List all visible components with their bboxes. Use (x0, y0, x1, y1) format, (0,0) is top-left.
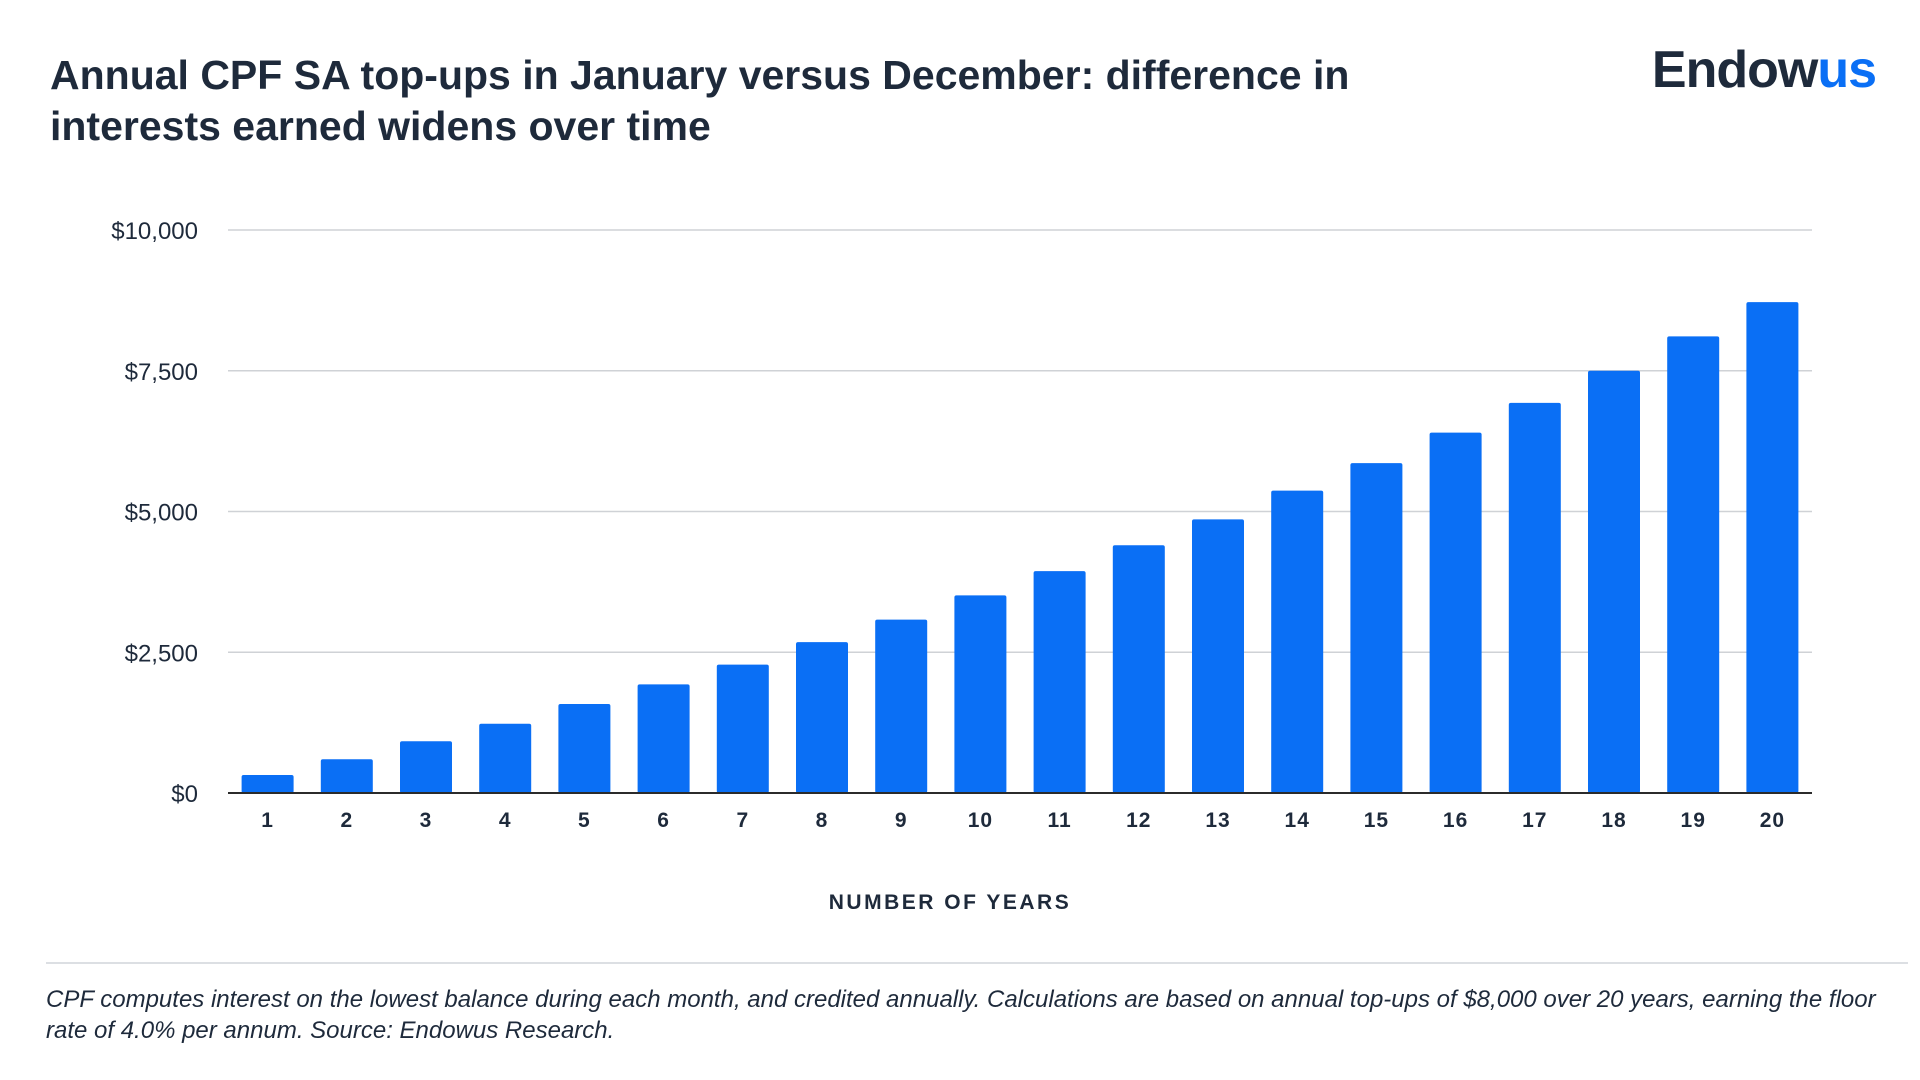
logo-text-accent: us (1817, 41, 1877, 99)
y-tick-label: $2,500 (125, 640, 198, 667)
x-tick-label: 14 (1285, 809, 1310, 832)
bar-year-2 (320, 759, 373, 793)
x-tick-label: 16 (1443, 809, 1468, 832)
x-tick-label: 20 (1760, 809, 1785, 832)
bar-year-1 (241, 774, 294, 793)
endowus-logo: Endowus (1651, 40, 1877, 100)
x-tick-label: 2 (340, 809, 353, 832)
bar-year-13 (1192, 519, 1244, 793)
y-axis-tick-labels: $0 $2,500 $5,000 $7,500 $10,000 (111, 218, 198, 808)
x-tick-label: 15 (1364, 809, 1389, 832)
x-tick-label: 10 (968, 809, 993, 832)
x-tick-label: 12 (1126, 809, 1151, 832)
bar-year-9 (875, 619, 928, 793)
x-tick-label: 8 (816, 809, 829, 832)
x-tick-label: 7 (736, 809, 749, 832)
x-tick-label: 11 (1047, 809, 1071, 832)
divider (46, 962, 1908, 964)
x-tick-label: 18 (1601, 809, 1626, 832)
bar-year-19 (1667, 336, 1720, 793)
y-tick-label: $0 (171, 781, 198, 808)
x-tick-label: 5 (578, 809, 591, 832)
x-tick-label: 3 (420, 809, 433, 832)
bar-year-20 (1746, 302, 1799, 793)
bar-year-8 (796, 642, 848, 793)
bar-year-15 (1350, 463, 1403, 793)
chart-title: Annual CPF SA top-ups in January versus … (50, 52, 1350, 149)
bar-chart: $0$2,500$5,000$7,500$10,000 1 2 3 4 5 6 7 8 9 10 1… (111, 218, 1812, 914)
bar-year-10 (954, 595, 1007, 793)
x-tick-label: 13 (1205, 809, 1230, 832)
x-tick-label: 1 (261, 809, 274, 832)
x-tick-label: 19 (1681, 809, 1706, 832)
bars (241, 302, 1799, 793)
bar-year-12 (1112, 545, 1165, 793)
bar-year-3 (400, 741, 452, 793)
y-tick-label: $7,500 (125, 359, 198, 386)
y-tick-label: $5,000 (125, 500, 198, 527)
x-tick-label: 6 (657, 809, 670, 832)
bar-year-4 (479, 723, 532, 793)
bar-year-7 (716, 664, 769, 793)
bar-year-14 (1271, 490, 1324, 793)
bar-year-18 (1588, 370, 1640, 793)
bar-year-17 (1508, 402, 1561, 793)
x-tick-label: 17 (1522, 809, 1547, 832)
bar-year-5 (558, 704, 611, 793)
gridlines (228, 229, 1812, 653)
x-tick-label: 4 (499, 809, 512, 832)
bar-year-11 (1033, 571, 1086, 793)
x-axis-label: NUMBER OF YEARS (829, 891, 1071, 914)
bar-year-6 (637, 684, 690, 793)
footnote: CPF computes interest on the lowest bala… (46, 986, 1876, 1044)
y-tick-label: $10,000 (111, 218, 198, 245)
bar-year-16 (1429, 432, 1482, 793)
x-axis-tick-labels: 1 2 3 4 5 6 7 8 9 10 11 12 13 14 15 16 17 18 19 20 (261, 809, 1785, 832)
x-tick-label: 9 (895, 809, 908, 832)
logo-text-main: Endow (1651, 41, 1818, 99)
